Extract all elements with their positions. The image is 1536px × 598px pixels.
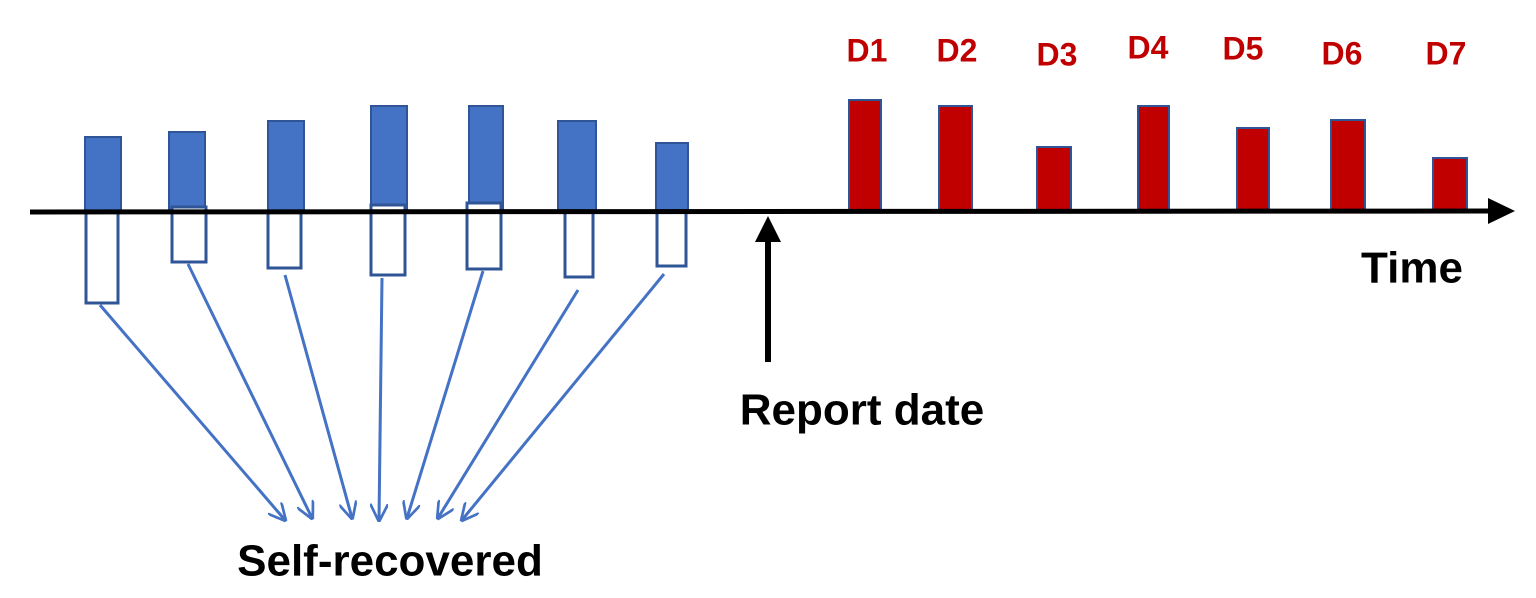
axis-arrowhead xyxy=(1488,198,1515,224)
arrow xyxy=(98,304,285,520)
report-date-label: Report date xyxy=(740,386,984,435)
hollow-bar xyxy=(266,210,303,270)
bar xyxy=(557,120,597,213)
arrow xyxy=(438,289,580,518)
future-bars xyxy=(848,99,1468,211)
bar xyxy=(1432,157,1468,211)
bar xyxy=(370,105,408,213)
recovered-bars xyxy=(84,105,689,213)
hollow-bar xyxy=(655,210,688,268)
bar xyxy=(267,120,305,213)
time-axis xyxy=(29,208,1493,215)
bar xyxy=(168,131,206,213)
bar xyxy=(848,99,882,211)
arrow xyxy=(462,273,666,520)
bar xyxy=(655,142,689,213)
recovery-arrows xyxy=(98,263,666,520)
day-label: D2 xyxy=(937,32,978,68)
arrow xyxy=(186,263,312,518)
arrow xyxy=(379,277,382,520)
arrow xyxy=(283,274,352,518)
day-label: D4 xyxy=(1128,29,1169,65)
hollow-bar xyxy=(369,203,407,277)
hollow-bars xyxy=(84,201,688,305)
hollow-bar xyxy=(84,210,120,305)
bar xyxy=(1137,105,1170,211)
time-label: Time xyxy=(1361,244,1463,293)
day-label: D1 xyxy=(847,32,888,68)
hollow-bar xyxy=(170,205,208,264)
bar xyxy=(84,136,122,213)
bar xyxy=(938,105,973,211)
bar xyxy=(1330,119,1366,211)
self-recovered-label: Self-recovered xyxy=(237,537,543,586)
day-label: D6 xyxy=(1322,35,1363,71)
report-arrowhead xyxy=(755,216,781,242)
day-label: D3 xyxy=(1037,36,1078,72)
hollow-bar xyxy=(563,210,595,279)
day-label: D5 xyxy=(1223,30,1264,66)
bar xyxy=(1036,146,1072,211)
arrow xyxy=(407,270,485,518)
day-label: D7 xyxy=(1426,35,1467,71)
bar xyxy=(1236,127,1270,211)
bar xyxy=(468,105,504,213)
